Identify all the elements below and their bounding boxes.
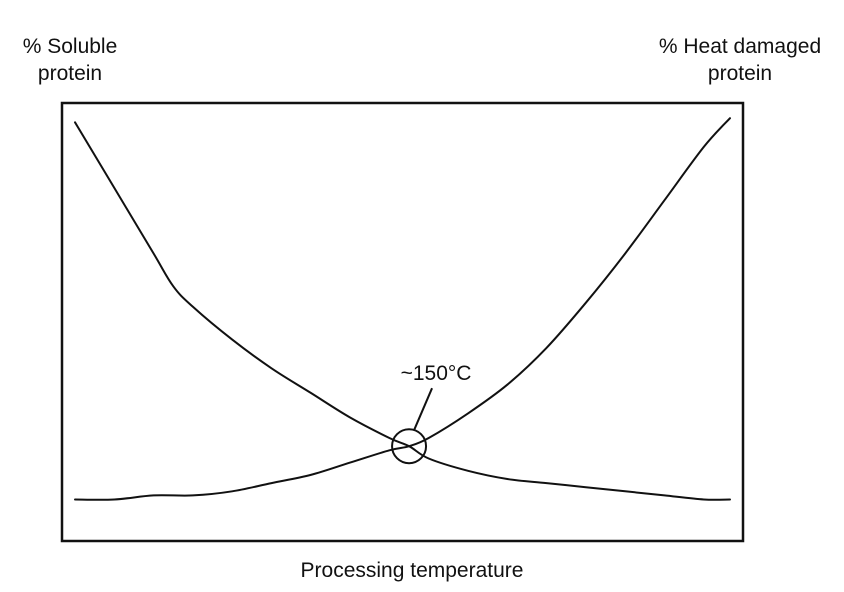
annotation-layer: ~150°C bbox=[391, 362, 472, 465]
series-layer bbox=[74, 117, 731, 501]
right-axis-label-line-1: % Heat damaged bbox=[658, 35, 822, 58]
annotation-leader-line bbox=[413, 387, 433, 431]
soluble-protein-line bbox=[74, 121, 731, 501]
annotation-label: ~150°C bbox=[401, 362, 472, 385]
heat-damaged-protein-line bbox=[74, 117, 731, 501]
left-axis-label-line-1: % Soluble bbox=[22, 35, 118, 58]
plot-frame bbox=[60, 101, 745, 543]
left-axis-label-line-2: protein bbox=[37, 62, 103, 85]
right-axis-label: % Heat damaged protein bbox=[640, 33, 840, 87]
left-axis-label: % Soluble protein bbox=[10, 33, 130, 87]
intersection-marker-circle bbox=[391, 428, 428, 465]
x-axis-label: Processing temperature bbox=[300, 559, 524, 582]
right-axis-label-line-2: protein bbox=[707, 62, 773, 85]
